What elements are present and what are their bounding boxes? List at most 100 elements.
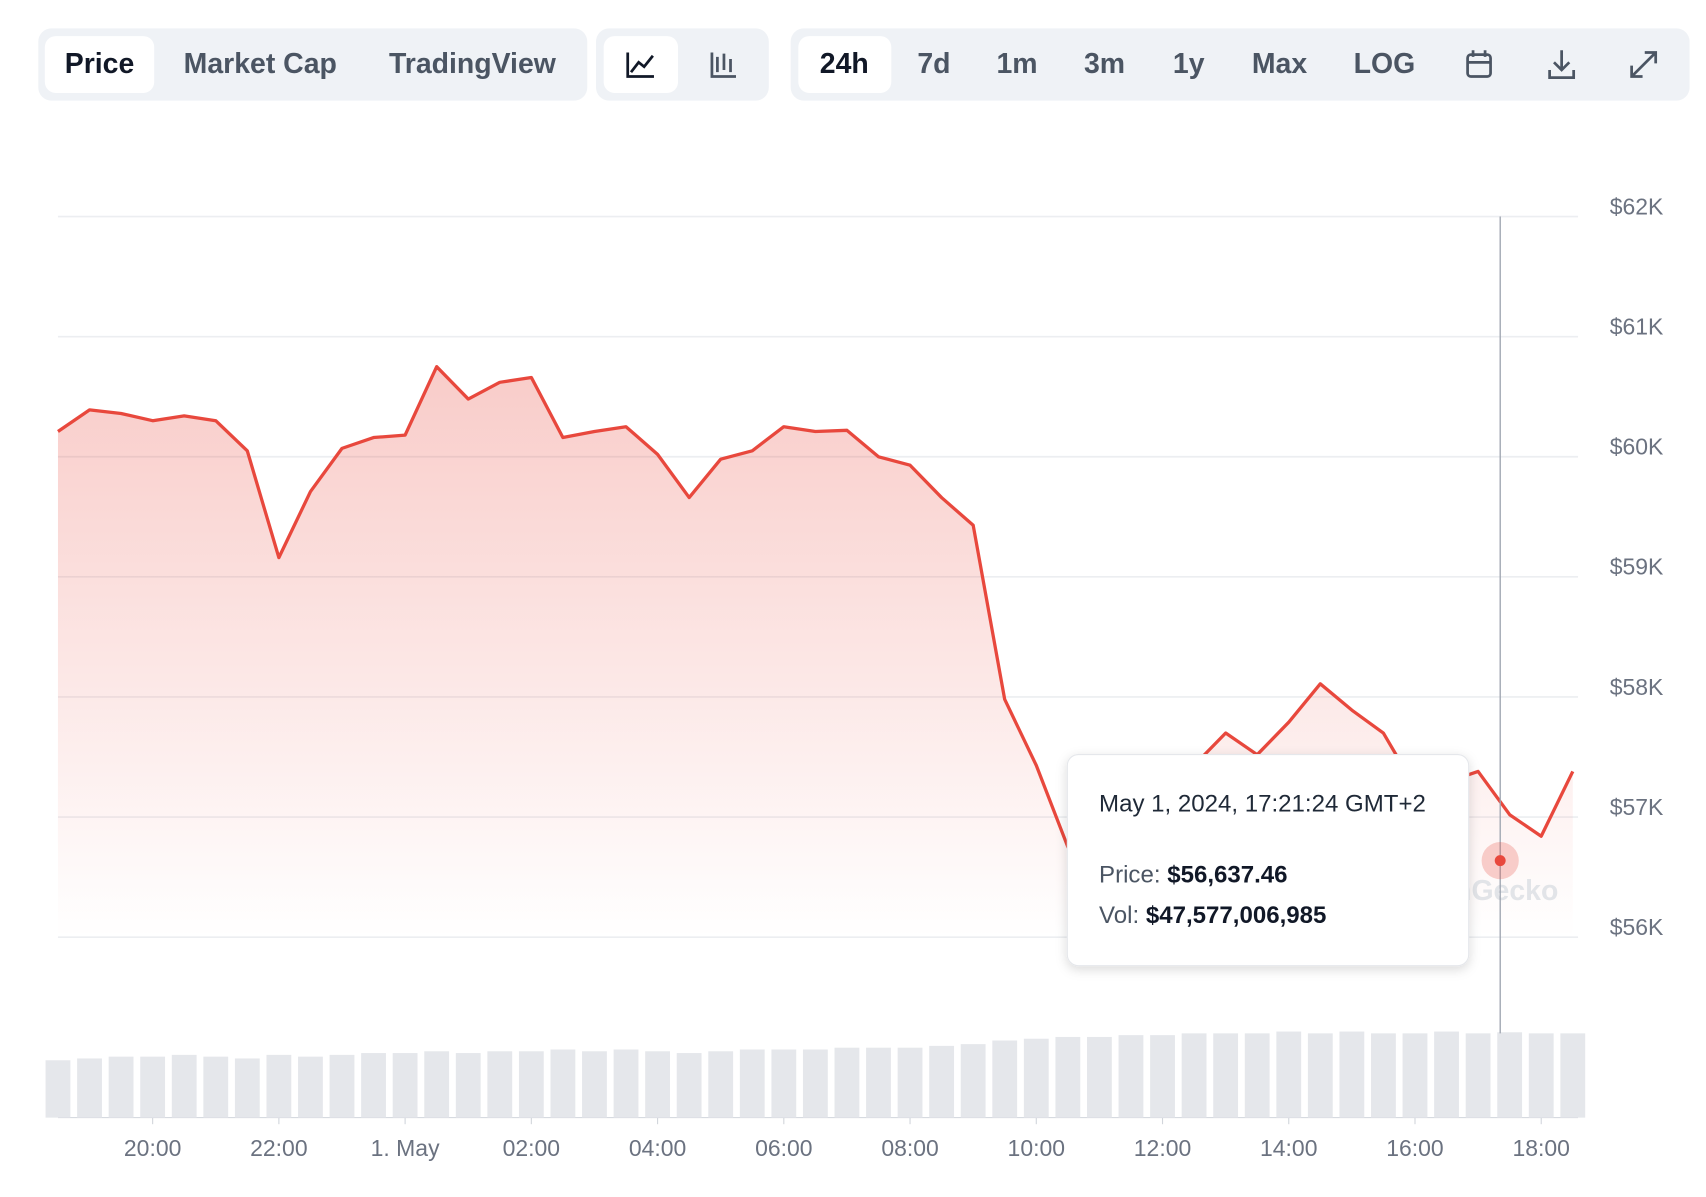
volume-bar — [108, 1056, 134, 1118]
y-tick-label: $62K — [1610, 193, 1664, 219]
volume-bar — [1528, 1033, 1554, 1118]
volume-bar — [361, 1053, 386, 1118]
volume-bar — [266, 1054, 292, 1118]
x-tick-label: 22:00 — [250, 1135, 307, 1161]
range-button[interactable]: 7d — [917, 48, 950, 80]
volume-bar — [1276, 1031, 1302, 1118]
range-button[interactable]: 24h — [820, 48, 869, 80]
price-value: $56,637.46 — [1167, 862, 1287, 889]
volume-bar — [1339, 1031, 1365, 1118]
range-button[interactable]: 3m — [1084, 48, 1125, 80]
tooltip-box — [1066, 754, 1470, 967]
volume-bar — [645, 1051, 670, 1118]
volume-bar — [487, 1051, 513, 1118]
download-icon[interactable] — [1548, 50, 1576, 80]
volume-bar — [45, 1060, 71, 1118]
x-tick-label: 02:00 — [503, 1135, 560, 1161]
volume-bar — [1307, 1033, 1333, 1118]
y-tick-label: $58K — [1610, 674, 1664, 700]
volume-bar — [329, 1054, 355, 1118]
x-tick-label: 1. May — [371, 1135, 440, 1161]
volume-bar — [298, 1056, 323, 1118]
x-tick-label: 06:00 — [755, 1135, 812, 1161]
volume-bar — [834, 1047, 860, 1118]
calendar-icon[interactable] — [1466, 50, 1492, 78]
view-button[interactable]: TradingView — [389, 48, 557, 80]
line-chart-icon[interactable] — [626, 52, 654, 78]
vol-label: Vol: — [1099, 902, 1139, 929]
view-button[interactable]: Market Cap — [184, 48, 337, 80]
volume-bar — [550, 1049, 576, 1118]
tooltip: May 1, 2024, 17:21:24 GMT+2 Price: $56,6… — [1066, 754, 1470, 967]
toolbar: Price Market Cap TradingView 24h 7d 1m 3… — [38, 28, 1690, 101]
volume-bar — [613, 1049, 639, 1118]
volume-bar — [392, 1053, 418, 1118]
volume-bar — [960, 1044, 986, 1118]
y-tick-label: $61K — [1610, 313, 1664, 339]
volume-bar — [1213, 1033, 1239, 1118]
volume-bar — [1465, 1033, 1491, 1118]
range-button[interactable]: 1m — [996, 48, 1037, 80]
volume-bar — [676, 1053, 702, 1118]
tooltip-title: May 1, 2024, 17:21:24 GMT+2 — [1099, 790, 1426, 817]
volume-bar — [1497, 1032, 1523, 1118]
volume-bar — [140, 1056, 166, 1118]
volume-bar — [1055, 1036, 1081, 1118]
y-tick-label: $60K — [1610, 434, 1664, 460]
volume-bar — [424, 1051, 450, 1118]
volume-bar — [455, 1053, 481, 1118]
x-tick-label: 14:00 — [1260, 1135, 1317, 1161]
active-button — [44, 36, 155, 93]
tooltip-volume: Vol: $47,577,006,985 — [1099, 902, 1326, 929]
x-tick-label: 08:00 — [881, 1135, 938, 1161]
volume-bar — [203, 1056, 229, 1118]
tooltip-price: Price: $56,637.46 — [1099, 862, 1288, 889]
x-tick-label: 18:00 — [1512, 1135, 1569, 1161]
fullscreen-icon[interactable] — [1630, 51, 1658, 78]
volume-bar — [1023, 1038, 1049, 1118]
volume-bar — [992, 1040, 1018, 1118]
x-tick-label: 04:00 — [629, 1135, 686, 1161]
active-button — [798, 36, 892, 93]
volume-bar — [929, 1045, 955, 1118]
candle-chart-icon[interactable] — [710, 52, 736, 78]
volume-bar — [1434, 1031, 1459, 1118]
y-tick-label: $57K — [1610, 794, 1664, 820]
volume-bar — [1118, 1035, 1144, 1118]
volume-bar — [171, 1054, 197, 1118]
volume-bar — [897, 1047, 923, 1118]
volume-bar — [582, 1051, 607, 1118]
range-button[interactable]: Max — [1252, 48, 1307, 80]
volume-bar — [708, 1051, 734, 1118]
volume-bar — [234, 1058, 260, 1118]
x-tick-label: 20:00 — [124, 1135, 181, 1161]
volume-bars — [45, 1031, 1586, 1118]
volume-bar — [1086, 1036, 1112, 1118]
x-tick-label: 12:00 — [1134, 1135, 1191, 1161]
volume-bar — [1371, 1033, 1396, 1118]
range-group — [790, 28, 1690, 101]
view-button[interactable]: Price — [65, 48, 135, 80]
volume-bar — [771, 1049, 797, 1118]
price-line — [57, 365, 1575, 849]
view-group — [38, 28, 588, 101]
volume-bar — [1181, 1033, 1207, 1118]
range-button[interactable]: 1y — [1173, 48, 1205, 80]
volume-bar — [1560, 1033, 1586, 1118]
y-tick-label: $56K — [1610, 914, 1664, 940]
volume-bar — [1402, 1033, 1428, 1118]
log-button[interactable]: LOG — [1354, 48, 1416, 80]
volume-bar — [866, 1047, 891, 1118]
price-label: Price: — [1099, 862, 1160, 889]
x-tick-label: 10:00 — [1008, 1135, 1065, 1161]
vol-value: $47,577,006,985 — [1146, 902, 1327, 929]
volume-bar — [802, 1049, 828, 1118]
volume-bar — [1244, 1033, 1270, 1118]
y-tick-label: $59K — [1610, 554, 1664, 580]
volume-bar — [739, 1049, 765, 1118]
volume-bar — [1150, 1035, 1175, 1118]
volume-bar — [518, 1051, 544, 1118]
volume-bar — [77, 1058, 102, 1118]
